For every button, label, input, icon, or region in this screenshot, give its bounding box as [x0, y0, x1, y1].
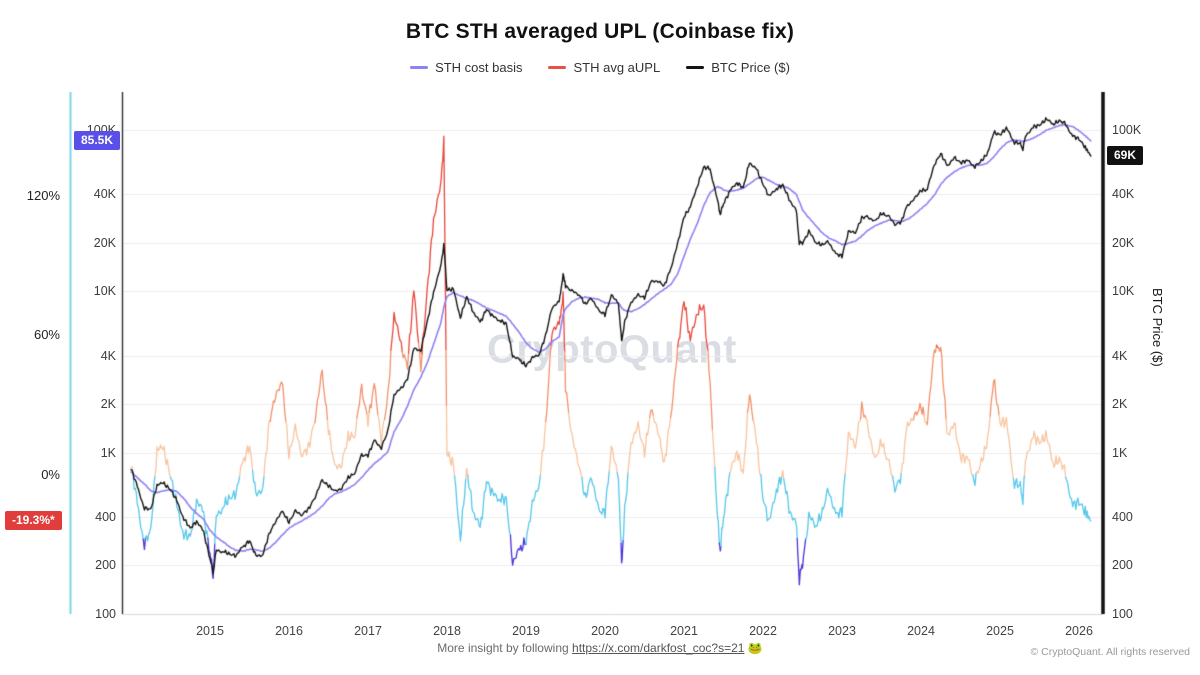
chart-title: BTC STH averaged UPL (Coinbase fix)	[405, 20, 795, 43]
legend-item-sth-cost-basis[interactable]: STH cost basis	[410, 60, 522, 75]
legend-item-btc-price[interactable]: BTC Price ($)	[686, 60, 790, 75]
btc-price-value-badge: 69K	[1107, 145, 1144, 165]
legend-label: STH avg aUPL	[573, 60, 661, 75]
footer-prefix: More insight by following	[437, 641, 569, 655]
right-axis-title: BTC Price ($)	[1150, 288, 1165, 367]
legend-line-swatch-purple	[410, 66, 429, 69]
footer-link[interactable]: https://x.com/darkfost_coc?s=21	[572, 641, 745, 655]
frog-emoji: 🐸	[747, 641, 763, 655]
copyright-note: © CryptoQuant. All rights reserved	[1030, 646, 1190, 658]
legend-line-swatch-black	[686, 66, 705, 69]
footer-note: More insight by following https://x.com/…	[0, 641, 1200, 655]
legend-label: BTC Price ($)	[711, 60, 790, 75]
aupl-value-badge: -19.3%*	[5, 510, 62, 530]
legend-label: STH cost basis	[435, 60, 523, 75]
legend-item-sth-avg-aupl[interactable]: STH avg aUPL	[548, 60, 660, 75]
legend-line-swatch-red	[548, 66, 567, 69]
cost-basis-value-badge: 85.5K	[74, 130, 121, 150]
chart-legend: STH cost basis STH avg aUPL BTC Price ($…	[0, 60, 1200, 75]
